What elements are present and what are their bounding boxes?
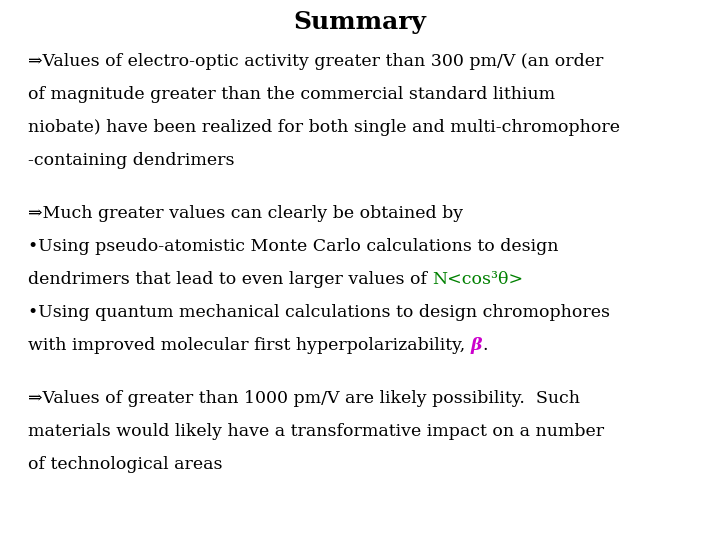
Text: materials would likely have a transformative impact on a number: materials would likely have a transforma… xyxy=(28,423,604,440)
Text: ⇒Values of electro-optic activity greater than 300 pm/V (an order: ⇒Values of electro-optic activity greate… xyxy=(28,53,603,70)
Text: .: . xyxy=(482,337,487,354)
Text: niobate) have been realized for both single and multi-chromophore: niobate) have been realized for both sin… xyxy=(28,119,620,136)
Text: dendrimers that lead to even larger values of: dendrimers that lead to even larger valu… xyxy=(28,271,433,288)
Text: N<cos³θ>: N<cos³θ> xyxy=(433,271,523,288)
Text: with improved molecular first hyperpolarizability,: with improved molecular first hyperpolar… xyxy=(28,337,471,354)
Text: ⇒Much greater values can clearly be obtained by: ⇒Much greater values can clearly be obta… xyxy=(28,205,463,222)
Text: •Using quantum mechanical calculations to design chromophores: •Using quantum mechanical calculations t… xyxy=(28,304,610,321)
Text: Summary: Summary xyxy=(294,10,426,34)
Text: of magnitude greater than the commercial standard lithium: of magnitude greater than the commercial… xyxy=(28,86,555,103)
Text: ⇒Values of greater than 1000 pm/V are likely possibility.  Such: ⇒Values of greater than 1000 pm/V are li… xyxy=(28,390,580,407)
Text: •Using pseudo-atomistic Monte Carlo calculations to design: •Using pseudo-atomistic Monte Carlo calc… xyxy=(28,238,559,255)
Text: β: β xyxy=(471,337,482,354)
Text: of technological areas: of technological areas xyxy=(28,456,222,473)
Text: -containing dendrimers: -containing dendrimers xyxy=(28,152,235,169)
